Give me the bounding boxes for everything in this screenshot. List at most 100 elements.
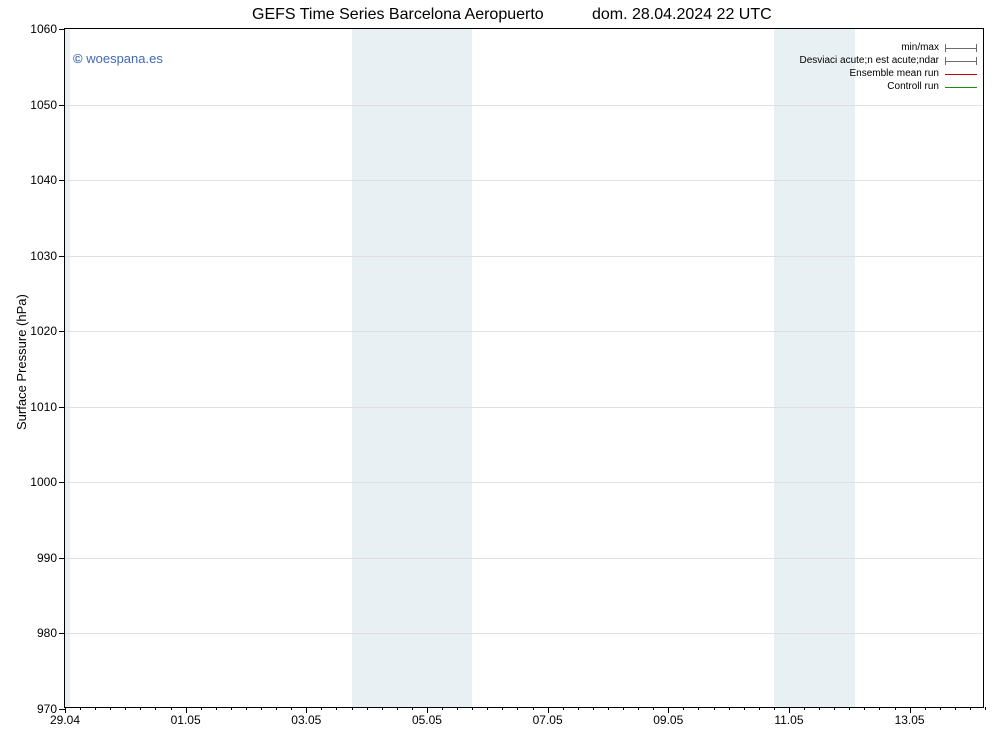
x-minor-tick — [201, 707, 202, 710]
y-tick-mark — [59, 558, 65, 559]
x-minor-tick — [533, 707, 534, 710]
x-minor-tick — [985, 707, 986, 710]
grid-line — [65, 105, 983, 106]
legend-item: Desviaci acute;n est acute;ndar — [799, 54, 977, 67]
grid-line — [65, 407, 983, 408]
weekend-band — [65, 29, 70, 707]
x-minor-tick — [714, 707, 715, 710]
watermark: © woespana.es — [73, 51, 163, 66]
x-minor-tick — [819, 707, 820, 710]
legend-label: Desviaci acute;n est acute;ndar — [799, 55, 939, 66]
x-minor-tick — [110, 707, 111, 710]
x-minor-tick — [774, 707, 775, 710]
x-minor-tick — [744, 707, 745, 710]
y-tick-mark — [59, 331, 65, 332]
y-tick-label: 1000 — [30, 475, 57, 489]
y-tick-label: 980 — [37, 626, 57, 640]
x-minor-tick — [970, 707, 971, 710]
y-tick-mark — [59, 29, 65, 30]
grid-line — [65, 256, 983, 257]
x-minor-tick — [653, 707, 654, 710]
x-minor-tick — [849, 707, 850, 710]
x-minor-tick — [940, 707, 941, 710]
grid-line — [65, 558, 983, 559]
x-tick-label: 13.05 — [895, 713, 925, 727]
x-tick-label: 11.05 — [774, 713, 803, 727]
plot-area: © woespana.es min/max Desviaci acute;n es… — [64, 28, 984, 708]
legend-sample — [945, 57, 977, 65]
y-tick-mark — [59, 633, 65, 634]
x-minor-tick — [246, 707, 247, 710]
x-minor-tick — [442, 707, 443, 710]
x-minor-tick — [457, 707, 458, 710]
y-axis-label: Surface Pressure (hPa) — [14, 294, 29, 430]
y-tick-label: 1050 — [30, 98, 57, 112]
x-minor-tick — [502, 707, 503, 710]
chart-container: GEFS Time Series Barcelona Aeropuerto do… — [0, 0, 1000, 733]
grid-line — [65, 331, 983, 332]
legend-item: Ensemble mean run — [799, 67, 977, 80]
y-tick-label: 990 — [37, 551, 57, 565]
x-minor-tick — [231, 707, 232, 710]
x-minor-tick — [80, 707, 81, 710]
y-tick-mark — [59, 482, 65, 483]
x-minor-tick — [216, 707, 217, 710]
x-minor-tick — [925, 707, 926, 710]
x-tick-label: 01.05 — [171, 713, 201, 727]
legend: min/max Desviaci acute;n est acute;ndar En… — [799, 41, 977, 93]
x-minor-tick — [155, 707, 156, 710]
x-minor-tick — [563, 707, 564, 710]
legend-sample — [945, 44, 977, 52]
grid-line — [65, 180, 983, 181]
x-tick-label: 29.04 — [50, 713, 80, 727]
x-minor-tick — [352, 707, 353, 710]
y-tick-label: 1040 — [30, 173, 57, 187]
x-minor-tick — [276, 707, 277, 710]
y-tick-label: 1030 — [30, 249, 57, 263]
legend-label: Ensemble mean run — [850, 68, 940, 79]
x-minor-tick — [578, 707, 579, 710]
x-minor-tick — [638, 707, 639, 710]
x-minor-tick — [895, 707, 896, 710]
y-tick-label: 1010 — [30, 400, 57, 414]
x-tick-label: 05.05 — [412, 713, 442, 727]
legend-label: min/max — [901, 42, 939, 53]
chart-title-left: GEFS Time Series Barcelona Aeropuerto — [252, 6, 544, 24]
x-minor-tick — [608, 707, 609, 710]
x-minor-tick — [517, 707, 518, 710]
y-tick-mark — [59, 256, 65, 257]
x-minor-tick — [472, 707, 473, 710]
y-tick-mark — [59, 105, 65, 106]
grid-line — [65, 482, 983, 483]
x-minor-tick — [412, 707, 413, 710]
y-tick-mark — [59, 407, 65, 408]
legend-sample — [945, 70, 977, 78]
x-minor-tick — [759, 707, 760, 710]
x-tick-label: 03.05 — [291, 713, 321, 727]
x-tick-label: 09.05 — [653, 713, 683, 727]
grid-line — [65, 633, 983, 634]
x-minor-tick — [864, 707, 865, 710]
legend-item: min/max — [799, 41, 977, 54]
x-minor-tick — [879, 707, 880, 710]
y-tick-label: 1020 — [30, 324, 57, 338]
watermark-text: woespana.es — [86, 51, 163, 66]
x-minor-tick — [171, 707, 172, 710]
x-minor-tick — [382, 707, 383, 710]
legend-label: Controll run — [887, 81, 939, 92]
y-tick-mark — [59, 180, 65, 181]
x-minor-tick — [487, 707, 488, 710]
x-minor-tick — [140, 707, 141, 710]
x-minor-tick — [336, 707, 337, 710]
x-minor-tick — [397, 707, 398, 710]
weekend-band — [774, 29, 855, 707]
x-minor-tick — [291, 707, 292, 710]
x-minor-tick — [698, 707, 699, 710]
legend-sample — [945, 83, 977, 91]
copyright-symbol: © — [73, 51, 83, 66]
x-minor-tick — [95, 707, 96, 710]
x-minor-tick — [955, 707, 956, 710]
x-minor-tick — [593, 707, 594, 710]
x-minor-tick — [367, 707, 368, 710]
x-minor-tick — [834, 707, 835, 710]
